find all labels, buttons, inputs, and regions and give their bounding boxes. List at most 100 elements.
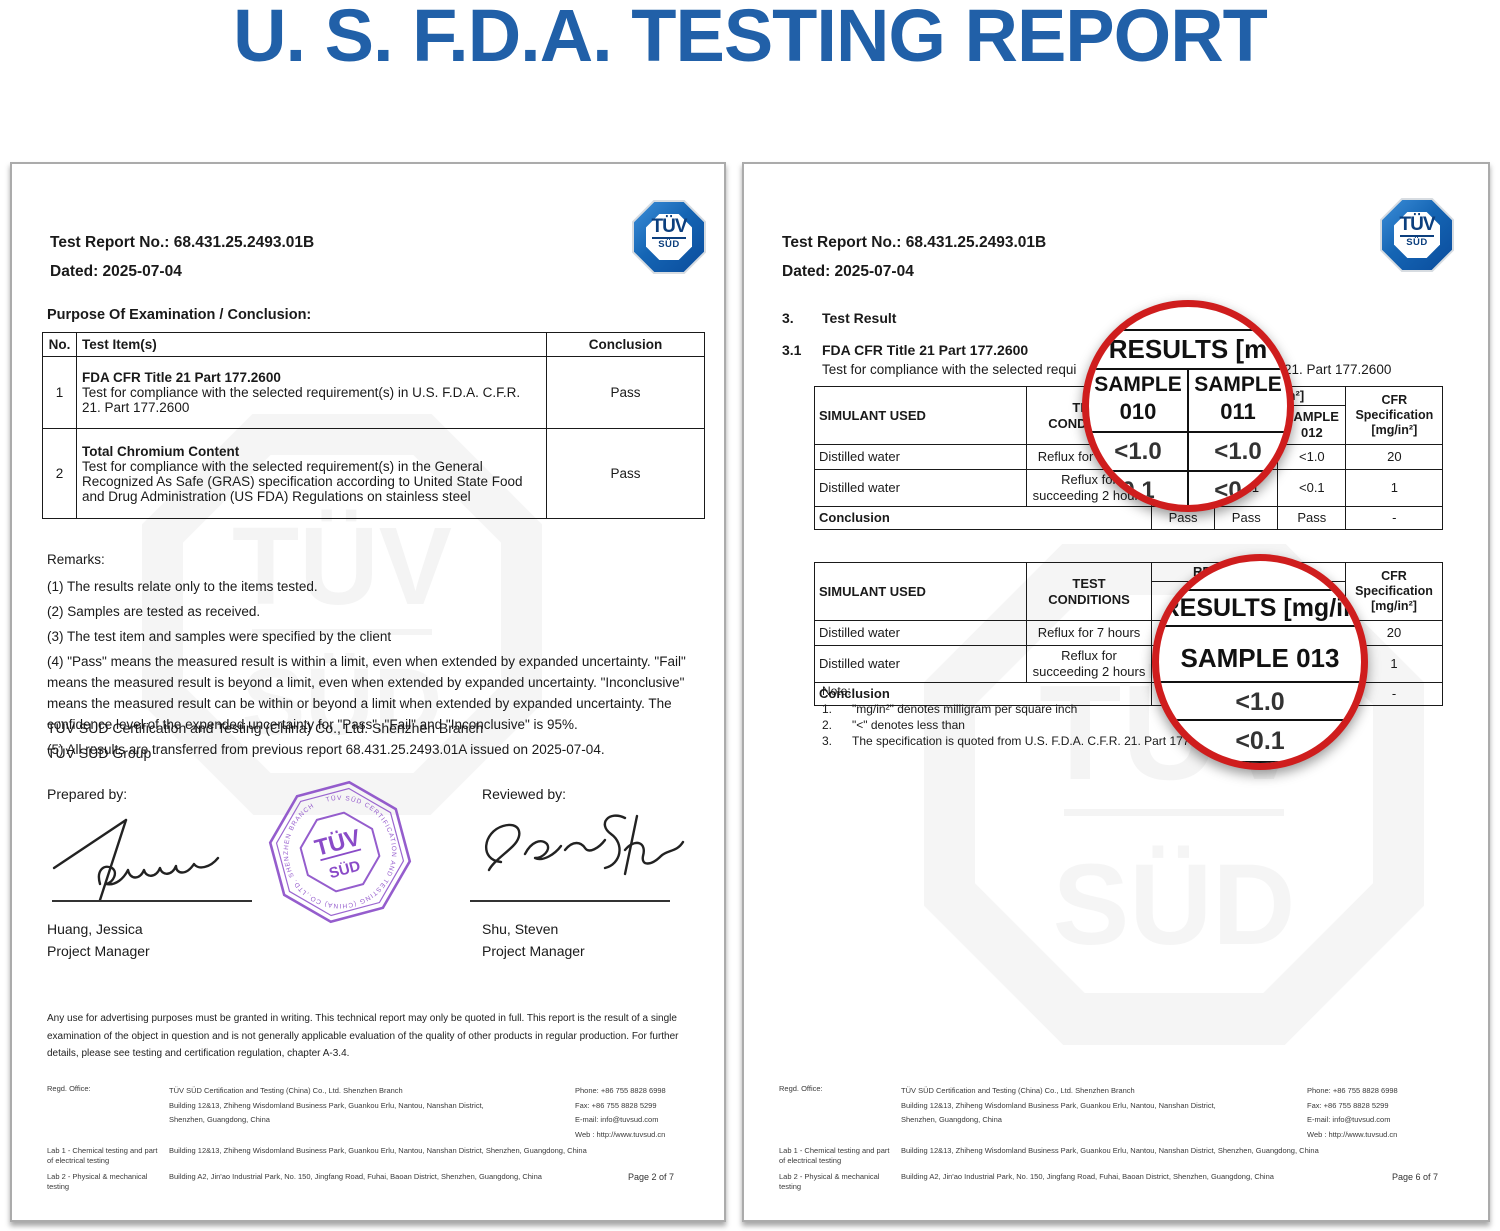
test-item-title: FDA CFR Title 21 Part 177.2600 <box>82 370 281 385</box>
magnified-rule <box>1159 761 1361 763</box>
regd-office-line: TÜV SÜD Certification and Testing (China… <box>169 1086 403 1095</box>
row-no: 1 <box>42 356 77 429</box>
report-page-left: TÜV SÜD Test Report No.: 68.431.25.2493.… <box>10 162 726 1222</box>
reviewer-name: Shu, Steven <box>482 921 559 937</box>
preparer-title: Project Manager <box>47 943 150 959</box>
col-no: No. <box>42 332 77 357</box>
col-simulant-used: SIMULANT USED <box>814 562 1027 621</box>
table-header-row: No. Test Item(s) Conclusion <box>42 332 705 357</box>
magnifier-circle-results-010-011: RESULTS [m SAMPLE SAMPLE 010 011 <1.0 <1… <box>1082 300 1294 512</box>
note-heading: Note: <box>822 684 851 698</box>
footer-phone: Phone: +86 755 8828 6998 <box>1307 1086 1398 1095</box>
footer-fax: Fax: +86 755 8828 5299 <box>575 1100 657 1110</box>
logo-sud-text: SÜD <box>658 238 680 250</box>
col-conclusion: Conclusion <box>546 332 705 357</box>
magnified-rule <box>1159 589 1361 591</box>
magnified-sample-label: SAMPLE 013 <box>1180 643 1340 673</box>
simulant-cell: Distilled water <box>814 444 1027 470</box>
col-test-conditions: TEST CONDITIONS <box>1026 562 1152 621</box>
remark-item: (1) The results relate only to the items… <box>47 579 318 594</box>
report-number: Test Report No.: 68.431.25.2493.01B <box>782 234 1047 251</box>
lab1-label: Lab 1 - Chemical testing and part of ele… <box>779 1146 890 1165</box>
section-3-1-number: 3.1 <box>782 342 802 358</box>
lab1-label: Lab 1 - Chemical testing and part of ele… <box>47 1146 158 1165</box>
note-number: 3. <box>822 734 833 748</box>
magnified-value: <0.1 <box>1214 477 1262 504</box>
magnified-rule <box>1187 368 1189 505</box>
conditions-cell: Reflux for succeeding 2 hours <box>1026 645 1152 683</box>
remarks-list: (1) The results relate only to the items… <box>47 576 699 764</box>
section-3-1-desc-left: Test for compliance with the selected re… <box>822 362 1077 377</box>
table-row: 1 FDA CFR Title 21 Part 177.2600 Test fo… <box>42 356 705 429</box>
regd-office-line: Building 12&13, Zhiheng Wisdomland Busin… <box>901 1100 1216 1110</box>
svg-text:SÜD: SÜD <box>242 649 443 755</box>
note-item: "<" denotes less than <box>852 718 965 732</box>
magnified-value: <1.0 <box>1114 438 1162 465</box>
row-no: 2 <box>42 428 77 519</box>
cfr-value: 1 <box>1345 469 1444 507</box>
footer-email: E-mail: info@tuvsud.com <box>575 1115 659 1124</box>
reviewer-signature-line <box>470 900 670 902</box>
magnified-rule <box>1089 431 1287 433</box>
logo-tuv-text: TÜV <box>1399 214 1436 235</box>
section-3-title: Test Result <box>822 310 897 326</box>
col-cfr-specification: CFR Specification [mg/in²] <box>1345 386 1444 445</box>
magnified-sample-label: SAMPLE <box>1094 373 1182 396</box>
magnified-sample-label: SAMPLE <box>1194 373 1282 396</box>
conclusion-cfr: - <box>1345 506 1444 530</box>
conditions-cell: Reflux for 7 hours <box>1026 620 1152 646</box>
logo-divider <box>1400 235 1434 237</box>
test-item-title: Total Chromium Content <box>82 443 240 459</box>
report-number: Test Report No.: 68.431.25.2493.01B <box>50 234 315 251</box>
magnified-results-header: RESULTS [m <box>1108 334 1268 364</box>
regd-office-label: Regd. Office: <box>47 1084 91 1093</box>
tuv-sud-stamp: TÜV SÜD CERTIFICATION AND TESTING (CHINA… <box>268 780 412 924</box>
report-page-right: TÜV SÜD Test Report No.: 68.431.25.2493.… <box>742 162 1490 1222</box>
remarks-heading: Remarks: <box>47 552 105 567</box>
remark-item: (3) The test item and samples were speci… <box>47 629 392 644</box>
col-simulant-used: SIMULANT USED <box>814 386 1027 445</box>
conclusion-row: Conclusion Pass Pass Pass - <box>814 506 1444 530</box>
test-item-desc: Test for compliance with the selected re… <box>82 458 523 504</box>
reviewer-title: Project Manager <box>482 943 585 959</box>
test-item-desc: Test for compliance with the selected re… <box>82 385 521 415</box>
tuv-sud-logo-icon: TÜV SÜD <box>1380 198 1454 272</box>
lab2-address: Building A2, Jin'ao Industrial Park, No.… <box>901 1172 1274 1181</box>
conclusion-label: Conclusion <box>814 682 1152 706</box>
regd-office-line: TÜV SÜD Certification and Testing (China… <box>901 1086 1135 1095</box>
simulant-cell: Distilled water <box>814 620 1027 646</box>
magnified-results-header: RESULTS [mg/in <box>1161 594 1359 622</box>
magnified-rule <box>1159 719 1361 721</box>
remark-item: (2) Samples are tested as received. <box>47 604 261 619</box>
lab2-address: Building A2, Jin'ao Industrial Park, No.… <box>169 1172 542 1181</box>
cfr-value: 20 <box>1345 444 1444 470</box>
magnified-sample-number: 011 <box>1220 399 1256 424</box>
company-block: TÜV SÜD Certification and Testing (China… <box>47 716 483 766</box>
note-number: 1. <box>822 702 833 716</box>
report-date: Dated: 2025-07-04 <box>50 263 182 280</box>
reviewed-by-label: Reviewed by: <box>482 786 567 802</box>
simulant-cell: Distilled water <box>814 469 1027 507</box>
col-cfr-specification: CFR Specification [mg/in²] <box>1345 562 1443 621</box>
svg-text:TÜV: TÜV <box>232 505 452 628</box>
magnified-rule <box>1089 329 1287 331</box>
svg-text:SÜD: SÜD <box>327 858 362 883</box>
preparer-signature <box>52 818 220 902</box>
logo-divider <box>652 237 686 239</box>
magnified-rule <box>1159 625 1361 627</box>
note-number: 2. <box>822 718 833 732</box>
purpose-conclusion-table: No. Test Item(s) Conclusion 1 FDA CFR Ti… <box>42 332 705 519</box>
tuv-sud-logo-icon: TÜV SÜD <box>632 200 706 274</box>
magnifier-circle-results-013: RESULTS [mg/in SAMPLE 013 <1.0 <0.1 <box>1152 554 1368 770</box>
magnified-value: <1.0 <box>1235 688 1285 716</box>
magnified-value: <0.1 <box>1235 727 1285 755</box>
logo-sud-text: SÜD <box>1406 236 1428 248</box>
magnified-rule <box>1159 681 1361 683</box>
row-conclusion: Pass <box>546 356 705 429</box>
lab2-label: Lab 2 - Physical & mechanical testing <box>779 1172 880 1191</box>
regd-office-line: Shenzhen, Guangdong, China <box>169 1115 270 1124</box>
simulant-cell: Distilled water <box>814 645 1027 683</box>
page-title: U. S. F.D.A. TESTING REPORT <box>233 0 1268 77</box>
report-date: Dated: 2025-07-04 <box>782 263 914 280</box>
